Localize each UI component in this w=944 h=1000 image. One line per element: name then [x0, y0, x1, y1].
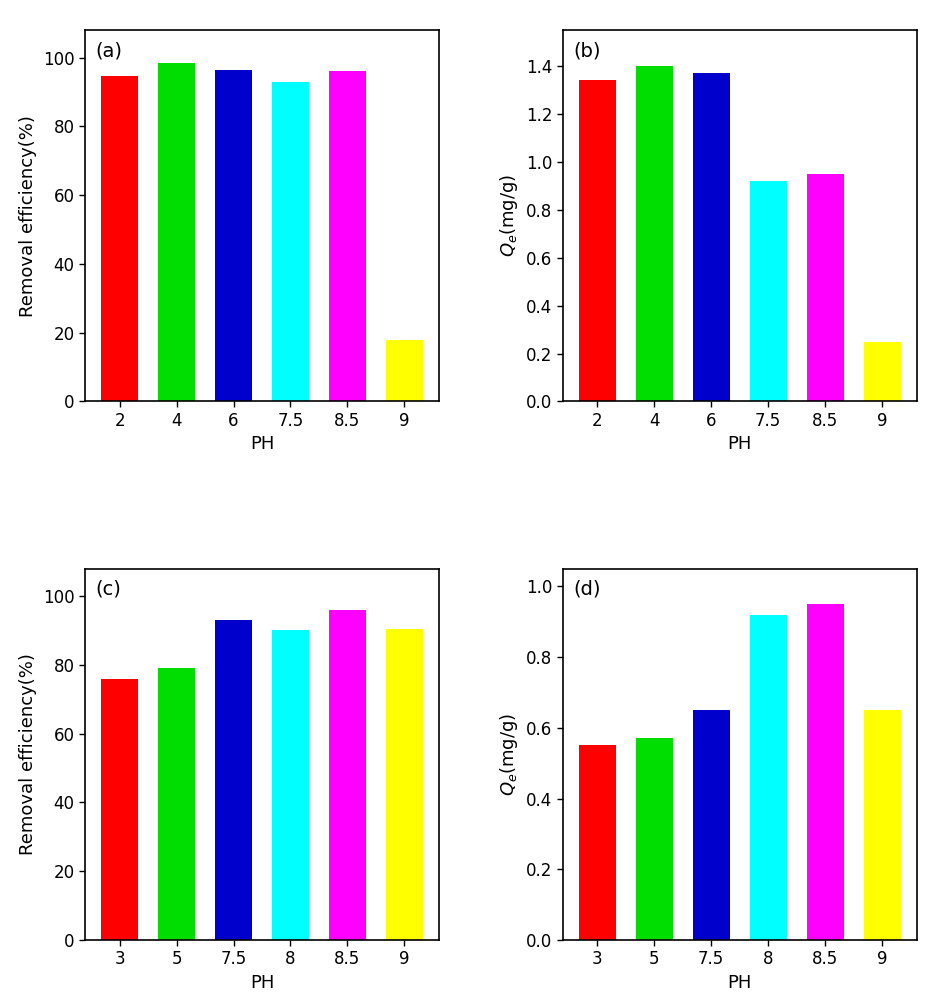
- Bar: [158, 668, 194, 940]
- Bar: [385, 629, 422, 940]
- Bar: [806, 174, 843, 401]
- X-axis label: PH: PH: [727, 974, 751, 992]
- Bar: [101, 76, 138, 401]
- Bar: [635, 66, 672, 401]
- Bar: [579, 745, 615, 940]
- X-axis label: PH: PH: [249, 435, 274, 453]
- X-axis label: PH: PH: [249, 974, 274, 992]
- Bar: [272, 82, 309, 401]
- Text: (d): (d): [573, 580, 600, 599]
- Bar: [863, 710, 900, 940]
- X-axis label: PH: PH: [727, 435, 751, 453]
- Bar: [749, 615, 785, 940]
- Bar: [329, 71, 365, 401]
- Bar: [635, 738, 672, 940]
- Y-axis label: $Q_e$(mg/g): $Q_e$(mg/g): [497, 713, 520, 796]
- Bar: [806, 604, 843, 940]
- Bar: [749, 181, 785, 401]
- Bar: [692, 710, 729, 940]
- Text: (a): (a): [95, 41, 123, 60]
- Bar: [272, 630, 309, 940]
- Bar: [101, 679, 138, 940]
- Bar: [158, 63, 194, 401]
- Bar: [863, 342, 900, 401]
- Bar: [215, 620, 252, 940]
- Y-axis label: Removal efficiency(%): Removal efficiency(%): [20, 653, 38, 855]
- Bar: [579, 80, 615, 401]
- Text: (c): (c): [95, 580, 122, 599]
- Y-axis label: Removal efficiency(%): Removal efficiency(%): [20, 115, 38, 317]
- Y-axis label: $Q_e$(mg/g): $Q_e$(mg/g): [497, 174, 520, 257]
- Bar: [692, 73, 729, 401]
- Bar: [215, 70, 252, 401]
- Bar: [329, 610, 365, 940]
- Text: (b): (b): [573, 41, 600, 60]
- Bar: [385, 340, 422, 401]
